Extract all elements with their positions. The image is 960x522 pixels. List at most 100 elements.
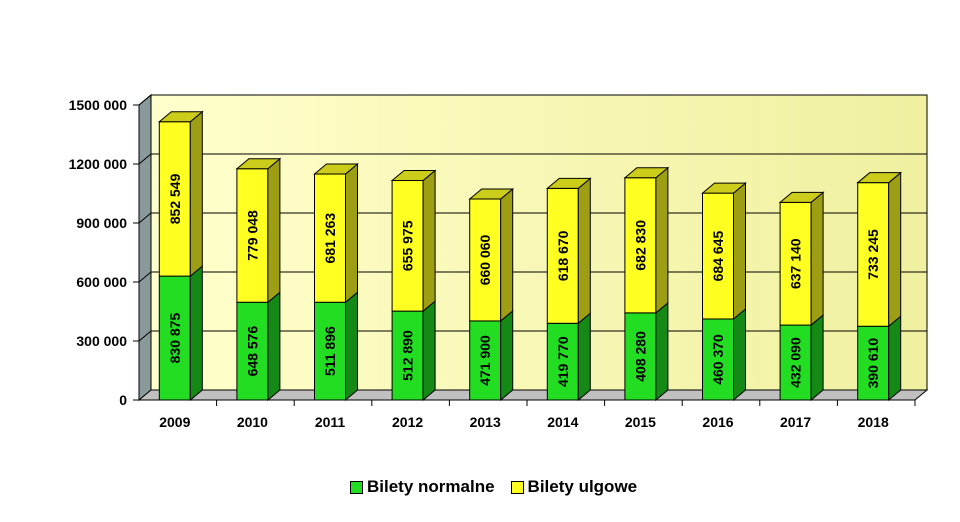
bar-side <box>500 309 514 402</box>
bar-front <box>546 322 579 401</box>
legend-label-ulgowe: Bilety ulgowe <box>527 477 638 496</box>
bar-top <box>468 188 515 200</box>
bar-front <box>779 324 812 401</box>
gridline <box>138 153 927 165</box>
bar-front <box>236 301 269 401</box>
bar-2011-ulgowe <box>313 162 359 304</box>
data-label: 432 090 <box>788 337 804 388</box>
bar-side <box>810 191 824 327</box>
bar-2014-ulgowe <box>545 177 592 325</box>
bar-side <box>577 312 591 402</box>
y-tick-label: 300 000 <box>76 333 127 349</box>
bar-top <box>623 167 670 179</box>
bar-front <box>469 320 502 401</box>
legend: Bilety normalne Bilety ulgowe <box>350 477 653 497</box>
bar-front <box>779 201 812 326</box>
bar-top <box>545 177 592 189</box>
bar-side <box>888 171 902 328</box>
bar-side <box>500 187 514 323</box>
data-label: 511 896 <box>322 326 338 376</box>
legend-label-normalne: Bilety normalne <box>367 477 495 496</box>
data-label: 660 060 <box>477 234 493 285</box>
bar-front <box>236 168 269 303</box>
bar-front <box>158 121 191 277</box>
data-label: 733 245 <box>865 229 881 280</box>
bar-side <box>267 291 281 402</box>
x-tick-label: 2013 <box>470 414 501 430</box>
y-tick-label: 1200 000 <box>69 156 128 172</box>
bar-2017-ulgowe <box>778 191 825 327</box>
bar-top <box>390 170 437 182</box>
bar-2012-ulgowe <box>390 169 437 313</box>
data-label: 419 770 <box>555 336 571 387</box>
bar-side <box>422 169 436 313</box>
bar-side <box>655 166 669 314</box>
bar-top <box>157 111 204 123</box>
data-label: 682 830 <box>632 220 648 271</box>
data-label: 618 670 <box>555 230 571 281</box>
bar-2016-normalne <box>702 307 746 402</box>
bar-front <box>158 275 191 401</box>
bar-2011-normalne <box>314 291 358 402</box>
gridline <box>138 94 927 106</box>
bar-2015-ulgowe <box>623 166 670 314</box>
legend-item-normalne: Bilety normalne <box>350 477 495 497</box>
x-tick-label: 2011 <box>315 414 346 430</box>
x-tick-label: 2016 <box>702 414 733 430</box>
x-tick-label: 2010 <box>237 414 268 430</box>
data-label: 460 370 <box>710 334 726 385</box>
bar-side <box>577 177 591 325</box>
data-label: 512 890 <box>400 330 416 381</box>
x-tick-label: 2015 <box>625 414 656 430</box>
x-tick-label: 2017 <box>780 414 811 430</box>
bar-2010-ulgowe <box>235 157 282 304</box>
data-label: 408 280 <box>632 331 648 382</box>
tick-labels: 0 300 000 600 000 900 000 1200 000 1500 000 20… <box>69 97 889 430</box>
bar-side <box>733 307 746 402</box>
x-tick-label: 2012 <box>392 414 423 430</box>
bar-side <box>189 265 203 402</box>
bar-top <box>856 172 903 184</box>
data-label: 655 975 <box>400 220 416 271</box>
bar-2014-normalne <box>546 312 591 402</box>
bar-2009-ulgowe <box>157 110 204 278</box>
x-tick-label: 2009 <box>159 414 190 430</box>
data-label: 779 048 <box>244 210 260 261</box>
bar-front <box>702 192 734 320</box>
bar-2010-normalne <box>236 291 281 402</box>
bar-2013-normalne <box>469 309 514 402</box>
bar-2016-ulgowe <box>701 182 747 321</box>
y-tick-label: 600 000 <box>76 274 127 290</box>
bar-side <box>810 314 824 402</box>
bar-top <box>778 191 825 203</box>
legend-swatch-normalne <box>350 480 363 494</box>
bar-top <box>235 158 282 170</box>
y-tick-label: 0 <box>119 392 127 408</box>
data-label: 637 140 <box>788 238 804 289</box>
bars: 830 875 852 549 648 576 779 048 511 896 681 2… <box>157 110 903 402</box>
data-label: 852 549 <box>167 173 183 224</box>
x-tick-label: 2014 <box>547 414 578 430</box>
bar-top <box>701 182 747 194</box>
data-label: 830 875 <box>167 313 183 364</box>
bar-side <box>888 315 902 402</box>
bar-side <box>733 182 746 321</box>
bar-side <box>422 300 436 402</box>
bar-2013-ulgowe <box>468 187 515 323</box>
bar-2018-ulgowe <box>856 171 903 328</box>
data-label: 390 610 <box>865 338 881 389</box>
bar-2015-normalne <box>624 301 669 402</box>
bar-side <box>267 157 281 304</box>
legend-item-ulgowe: Bilety ulgowe <box>510 477 638 497</box>
side-wall <box>138 93 152 402</box>
bar-top <box>313 163 359 175</box>
bar-2017-normalne <box>779 314 824 402</box>
bar-front <box>702 318 734 401</box>
data-label: 648 576 <box>244 326 260 377</box>
y-tick-label: 900 000 <box>76 215 127 231</box>
data-label: 681 263 <box>322 213 338 264</box>
legend-swatch-ulgowe <box>510 480 524 494</box>
x-tick-label: 2018 <box>858 414 889 430</box>
bar-2009-normalne <box>158 265 203 402</box>
